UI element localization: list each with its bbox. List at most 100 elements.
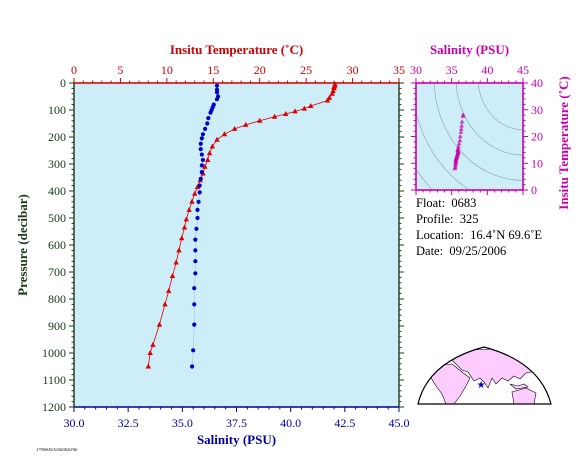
float-label: Float: — [416, 196, 446, 210]
salinity-point-8 — [208, 110, 213, 115]
location-info-line: Location: 16.4˚N 69.6˚E — [416, 227, 542, 243]
float-info-line: Float: 0683 — [416, 195, 476, 211]
ts-point-8 — [456, 141, 462, 146]
temperature-point-7 — [324, 97, 331, 103]
temperature-point-31 — [176, 247, 182, 253]
temperature-point-36 — [156, 321, 163, 327]
temp-tick-label-25: 25 — [300, 63, 312, 77]
temperature-point-16 — [221, 131, 228, 137]
temperature-point-27 — [186, 206, 192, 212]
date-value: 09/25/2006 — [449, 244, 507, 258]
ts-point-2 — [459, 119, 465, 124]
salinity-point-15 — [198, 147, 203, 152]
salinity-point-20 — [198, 176, 203, 181]
temperature-point-39 — [145, 363, 151, 369]
temperature-point-15 — [231, 125, 238, 131]
land-australia — [511, 387, 537, 404]
pressure-axis-title: Pressure (decibar) — [15, 194, 30, 296]
temperature-point-18 — [209, 143, 216, 149]
temperature-point-29 — [181, 224, 188, 230]
temperature-point-12 — [271, 113, 278, 119]
salinity-point-10 — [205, 121, 210, 126]
pressure-tick-label-300: 300 — [48, 157, 66, 171]
pressure-tick-label-1100: 1100 — [42, 373, 66, 387]
salinity-point-17 — [200, 157, 206, 163]
temp-tick-label-35: 35 — [393, 63, 405, 77]
temperature-point-28 — [183, 216, 190, 222]
ts-ytick-label-30: 30 — [531, 103, 543, 117]
date-info-line: Date: 09/25/2006 — [416, 243, 506, 259]
temperature-point-17 — [214, 136, 220, 142]
temperature-point-20 — [205, 156, 211, 162]
temperature-point-5 — [329, 90, 335, 96]
temperature-point-19 — [206, 150, 213, 156]
location-label: Location: — [416, 228, 464, 242]
salinity-point-28 — [193, 248, 198, 253]
ts-ytick-label-40: 40 — [531, 76, 543, 90]
ts-isopycnal-3 — [416, 110, 471, 190]
ts-xtick-label-40: 40 — [481, 63, 493, 77]
temp-tick-label-30: 30 — [347, 63, 359, 77]
salinity-point-19 — [199, 170, 204, 175]
ts-ytick-label-0: 0 — [531, 183, 537, 197]
temperature-point-33 — [169, 273, 176, 279]
salinity-point-13 — [199, 136, 204, 141]
ts-temperature-title: Insitu Temperature (˚C) — [556, 76, 571, 209]
sal-tick-label-35.0: 35.0 — [172, 416, 193, 430]
map-outline — [417, 346, 552, 405]
temperature-point-14 — [243, 121, 249, 127]
salinity-point-21 — [197, 183, 202, 188]
temperature-point-10 — [292, 108, 298, 114]
temperature-point-30 — [179, 235, 185, 241]
pressure-tick-label-1000: 1000 — [42, 346, 66, 360]
salinity-axis-title: Salinity (PSU) — [197, 432, 276, 447]
temperature-axis-ticks: 0 5 10 15 20 25 30 35 — [71, 63, 405, 83]
salinity-point-33 — [192, 322, 197, 327]
sal-tick-label-37.5: 37.5 — [226, 416, 247, 430]
ts-background — [416, 83, 523, 190]
salinity-point-14 — [198, 141, 203, 146]
salinity-point-25 — [195, 215, 200, 221]
ts-point-7 — [457, 137, 463, 143]
salinity-point-24 — [195, 207, 200, 212]
ts-xtick-label-45: 45 — [517, 63, 529, 77]
temp-tick-label-10: 10 — [161, 63, 173, 77]
temperature-point-9 — [301, 105, 307, 111]
salinity-point-12 — [200, 132, 206, 137]
pressure-tick-label-400: 400 — [48, 184, 66, 198]
temperature-markers — [145, 81, 338, 369]
pressure-tick-label-500: 500 — [48, 211, 66, 225]
float-location-map: ★ — [417, 346, 552, 405]
ts-temperature-ticks: 0 10 20 30 40 — [411, 76, 543, 197]
land-africa — [429, 363, 471, 404]
ts-markers — [452, 112, 466, 171]
temperature-point-37 — [150, 341, 156, 347]
salinity-point-11 — [202, 126, 208, 131]
salinity-point-35 — [189, 364, 195, 369]
pressure-tick-label-700: 700 — [48, 265, 66, 279]
sal-tick-label-32.5: 32.5 — [118, 416, 139, 430]
location-value: 16.4˚N 69.6˚E — [470, 228, 543, 242]
footer-stamp: 1790000/A1060020/06 — [36, 447, 78, 452]
ts-point-5 — [458, 129, 464, 134]
ts-isopycnal-4 — [416, 168, 433, 190]
profile-value: 325 — [459, 212, 479, 226]
float-position-star-icon: ★ — [477, 380, 486, 391]
pressure-tick-label-1200: 1200 — [42, 400, 66, 414]
salinity-markers — [189, 83, 221, 369]
pressure-tick-label-900: 900 — [48, 319, 66, 333]
land-indonesia — [509, 383, 529, 390]
salinity-point-4 — [214, 97, 220, 102]
ts-isopycnal-0 — [477, 83, 523, 131]
salinity-point-34 — [191, 348, 196, 353]
ts-ytick-label-10: 10 — [531, 156, 543, 170]
temp-tick-label-5: 5 — [117, 63, 123, 77]
temperature-point-26 — [189, 198, 195, 204]
temperature-point-24 — [194, 183, 201, 189]
ts-point-6 — [457, 133, 463, 139]
salinity-point-30 — [193, 271, 198, 276]
date-label: Date: — [416, 244, 444, 258]
temp-tick-label-20: 20 — [254, 63, 266, 77]
